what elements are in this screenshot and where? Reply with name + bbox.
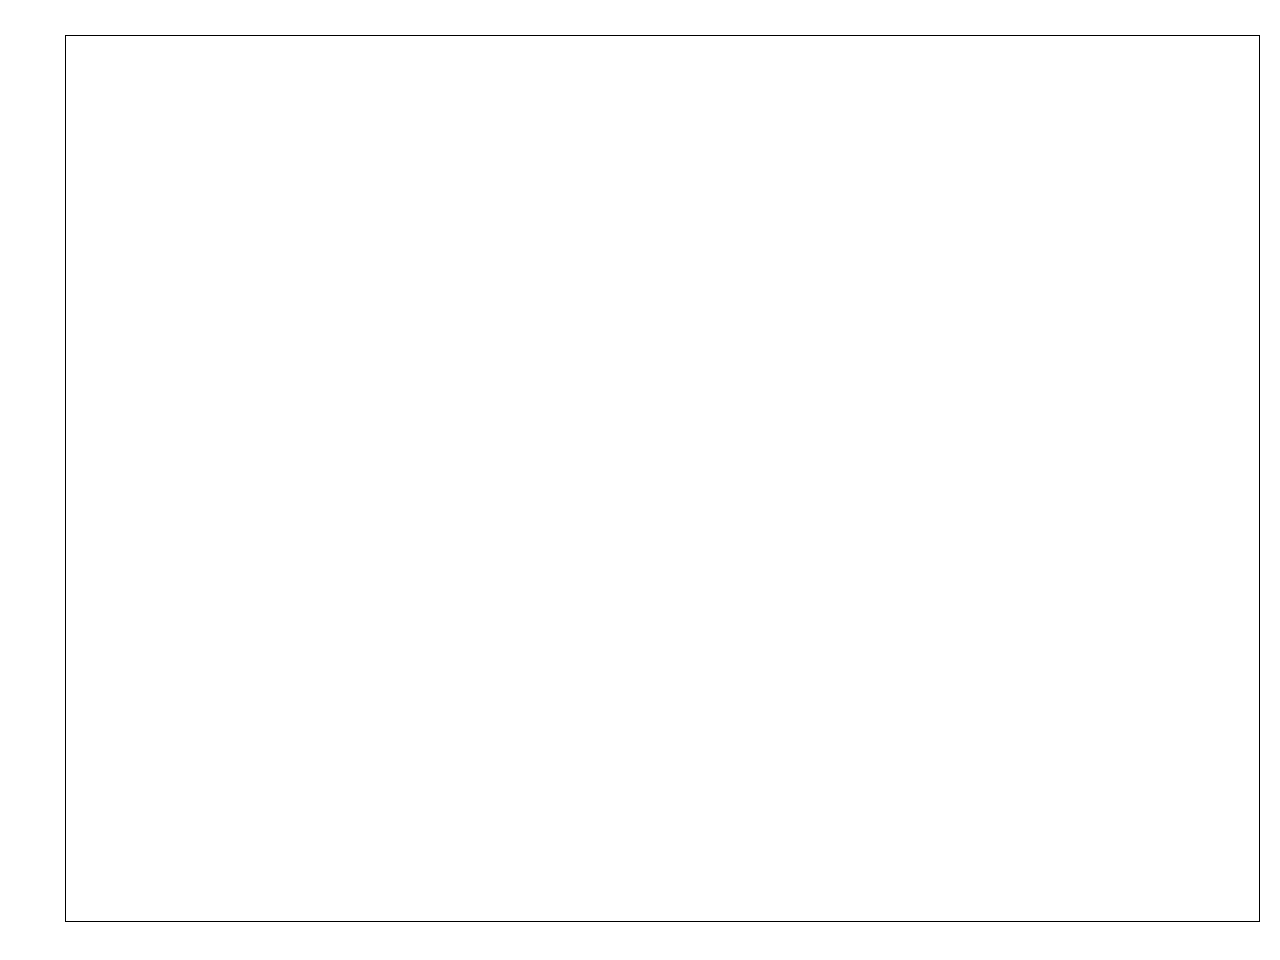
plot-area — [65, 35, 1260, 922]
